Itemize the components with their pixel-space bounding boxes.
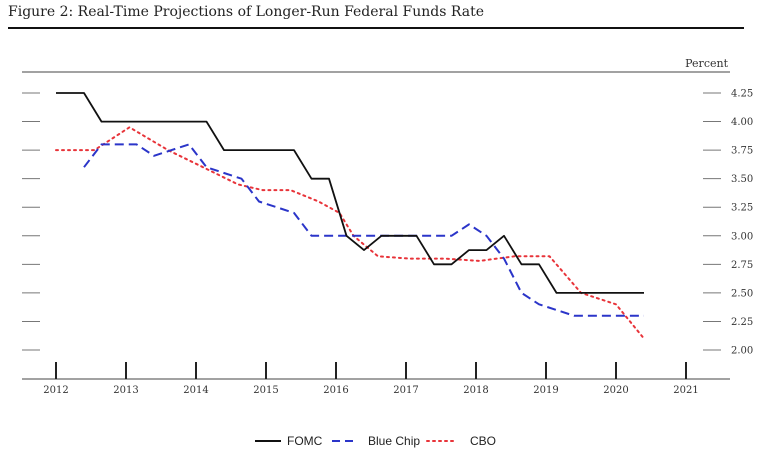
y-tick-label: 2.25	[731, 317, 753, 328]
x-tick-label: 2012	[43, 385, 68, 396]
y-axis-title: Percent	[685, 57, 728, 70]
legend-label: CBO	[470, 434, 496, 448]
x-tick-label: 2020	[603, 385, 628, 396]
series-line-blue-chip	[83, 143, 644, 317]
title-rule	[8, 27, 744, 29]
y-tick-label: 2.00	[731, 346, 753, 357]
y-tick-label: 2.75	[731, 260, 753, 271]
x-tick-label: 2017	[393, 385, 418, 396]
x-tick-label: 2018	[463, 385, 488, 396]
x-tick-label: 2015	[253, 385, 278, 396]
y-axis-ticks: 2.00 2.25 2.50 2.75 3.00 3.25 3.50 3.75 4.00 4.25	[22, 89, 753, 357]
y-tick-label: 3.25	[731, 203, 753, 214]
x-tick-label: 2019	[533, 385, 558, 396]
series-line-cbo	[55, 126, 645, 340]
x-tick-label: 2021	[673, 385, 698, 396]
y-tick-label: 3.50	[731, 174, 753, 185]
chart-frame	[22, 71, 730, 380]
y-tick-label: 3.00	[731, 231, 753, 242]
x-tick-label: 2016	[323, 385, 348, 396]
legend: FOMC Blue Chip CBO	[255, 434, 496, 448]
y-tick-label: 3.75	[731, 146, 753, 157]
legend-label: Blue Chip	[368, 434, 420, 448]
y-tick-label: 4.00	[731, 117, 753, 128]
series-lines	[55, 92, 645, 340]
legend-label: FOMC	[287, 434, 323, 448]
y-tick-label: 2.50	[731, 288, 753, 299]
y-tick-label: 4.25	[731, 89, 753, 100]
series-line-fomc	[56, 92, 644, 294]
x-tick-label: 2014	[183, 385, 208, 396]
figure-title: Figure 2: Real-Time Projections of Longe…	[8, 4, 484, 20]
x-axis-ticks: 2012 2013 2014 2015 2016 2017 2018 2019 2020 2021	[43, 362, 699, 396]
x-tick-label: 2013	[113, 385, 138, 396]
